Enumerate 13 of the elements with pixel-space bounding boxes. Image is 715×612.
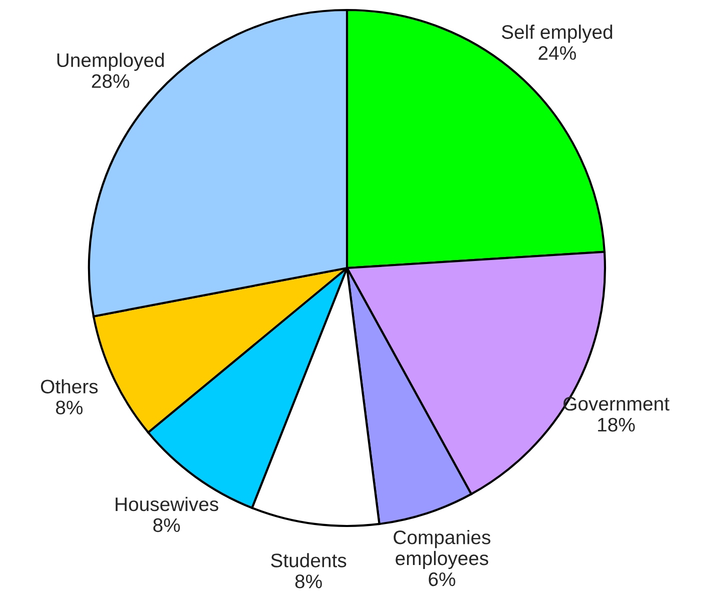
slice-label: Others (40, 379, 98, 394)
data-label: 28% (92, 74, 130, 88)
data-label: 6% (428, 572, 456, 586)
data-label: 24% (538, 46, 576, 60)
data-label: 8% (56, 400, 83, 414)
data-label: 8% (295, 574, 322, 588)
slice-label: Self emplyed (502, 24, 612, 43)
slice-label: Housewives (116, 496, 218, 512)
slice-label: Unemployed (57, 52, 164, 71)
data-label: 8% (153, 518, 180, 532)
slice-label: Companies employees (394, 530, 490, 570)
data-label: 18% (598, 418, 635, 432)
slice-label: Students (271, 553, 346, 568)
